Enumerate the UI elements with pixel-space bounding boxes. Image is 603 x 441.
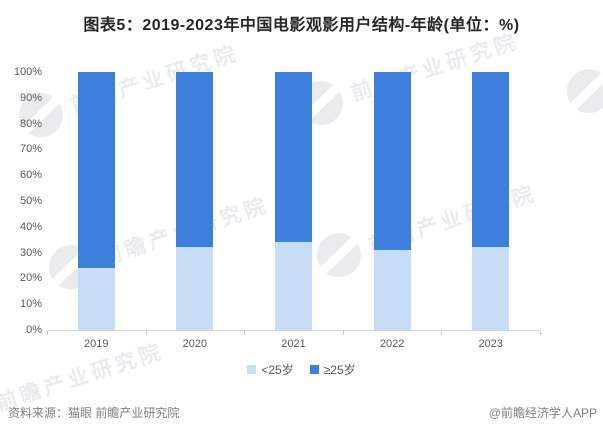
legend-label: <25岁 <box>261 363 294 377</box>
x-tick-label: 2021 <box>281 338 306 350</box>
x-axis-line <box>47 330 540 331</box>
x-axis-tick <box>244 331 246 335</box>
y-tick-label: 0% <box>26 324 42 336</box>
legend-label: ≥25岁 <box>323 363 356 377</box>
bar-segment-2021-under25 <box>275 242 312 330</box>
y-tick-label: 90% <box>19 91 42 104</box>
y-tick-label: 50% <box>19 195 42 207</box>
footer: 资料来源：猫眼 前瞻产业研究院 @前瞻经济学人APP <box>8 404 597 421</box>
x-tick-label: 2019 <box>84 338 109 350</box>
bar-segment-2019-over25 <box>77 72 115 269</box>
x-tick-label: 2020 <box>182 338 208 350</box>
bar-segment-2021-over25 <box>275 72 312 243</box>
legend-item: ≥25岁 <box>309 361 356 378</box>
bar-segment-2019-under25 <box>77 268 115 330</box>
y-tick-label: 70% <box>19 143 42 156</box>
bar-segment-2020-over25 <box>176 72 214 248</box>
legend-swatch <box>247 365 257 374</box>
bar-segment-2023-over25 <box>472 72 510 248</box>
x-axis-tick <box>540 331 541 335</box>
bar-segment-2023-under25 <box>472 247 510 330</box>
y-tick-label: 60% <box>19 169 42 182</box>
chart-title: 图表5：2019-2023年中国电影观影用户结构-年龄(单位：%) <box>83 17 520 34</box>
watermark-logo-icon <box>561 63 603 119</box>
x-tick-label: 2023 <box>478 338 503 350</box>
bar-segment-2022-under25 <box>373 250 411 330</box>
legend-swatch <box>309 365 319 374</box>
source-text: 资料来源：猫眼 前瞻产业研究院 <box>8 406 180 420</box>
y-tick-label: 40% <box>19 220 42 233</box>
x-axis-tick <box>47 331 48 335</box>
y-tick-label: 30% <box>19 246 42 259</box>
credit-text: @前瞻经济学人APP <box>488 406 597 420</box>
x-tick-label: 2022 <box>379 338 405 350</box>
x-axis-tick <box>441 331 443 335</box>
y-tick-label: 10% <box>19 298 42 311</box>
x-axis-tick <box>145 331 147 335</box>
legend: <25岁 ≥25岁 <box>0 361 603 378</box>
bar-segment-2022-over25 <box>373 72 411 251</box>
legend-item: <25岁 <box>247 361 294 378</box>
watermark-logo-icon <box>311 227 367 283</box>
bar-segment-2020-under25 <box>176 247 214 330</box>
y-tick-label: 100% <box>13 66 42 78</box>
y-tick-label: 80% <box>19 117 42 130</box>
y-tick-label: 20% <box>19 272 42 285</box>
x-axis-tick <box>342 331 344 335</box>
